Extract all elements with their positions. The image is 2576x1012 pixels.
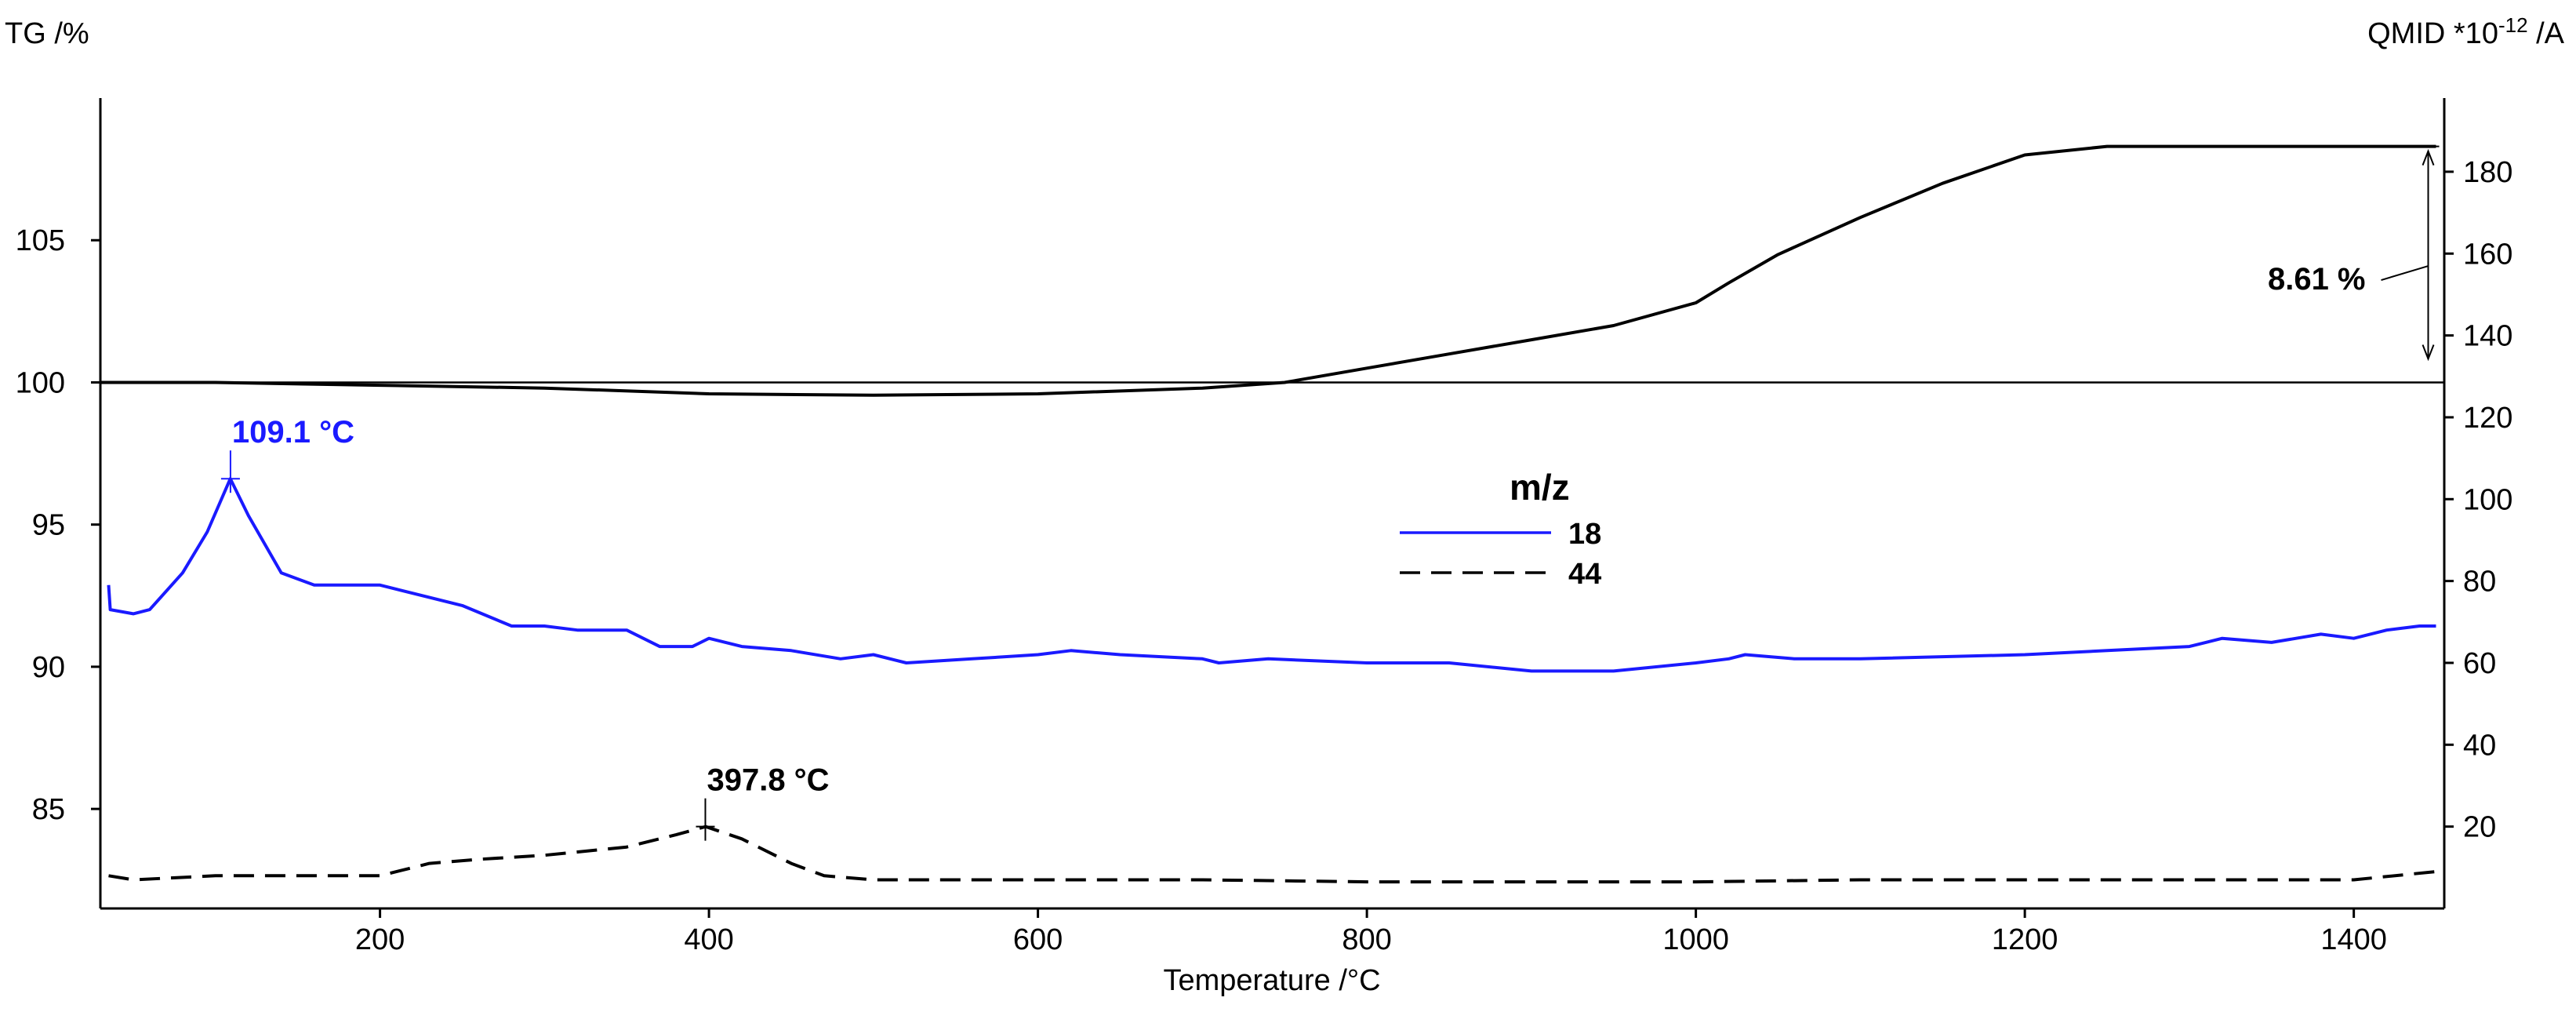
legend-label-18: 18 bbox=[1568, 518, 1601, 551]
mass-change-leader bbox=[2381, 265, 2429, 281]
right-tick-label-40: 40 bbox=[2463, 729, 2496, 762]
series-line-tg bbox=[100, 144, 2436, 397]
left-tick-label-85: 85 bbox=[32, 793, 65, 826]
left-tick-label-90: 90 bbox=[32, 651, 65, 684]
right-axis-title-main: QMID *10 bbox=[2367, 17, 2498, 50]
right-tick-label-100: 100 bbox=[2463, 483, 2512, 516]
right-tick-label-60: 60 bbox=[2463, 647, 2496, 680]
series-line-44 bbox=[108, 825, 2436, 884]
right-axis-title-exponent: -12 bbox=[2498, 13, 2528, 37]
right-axis-title: QMID *10-12 /A bbox=[2367, 13, 2565, 50]
right-axis-title-unit: /A bbox=[2528, 17, 2565, 50]
series-line-18 bbox=[107, 477, 2436, 673]
x-tick-label-600: 600 bbox=[1013, 923, 1063, 956]
mass-change-arrow-head-bottom bbox=[2422, 344, 2435, 362]
x-tick-label-1000: 1000 bbox=[1662, 923, 1729, 956]
legend-label-44: 44 bbox=[1568, 558, 1601, 591]
mass-change-label: 8.61 % bbox=[2268, 262, 2366, 297]
x-tick-label-1400: 1400 bbox=[2320, 923, 2387, 956]
left-axis-title: TG /% bbox=[5, 17, 89, 50]
right-tick-label-140: 140 bbox=[2463, 320, 2512, 353]
x-tick-label-400: 400 bbox=[684, 923, 733, 956]
right-tick-label-120: 120 bbox=[2463, 402, 2512, 435]
x-axis-title: Temperature /°C bbox=[1163, 964, 1380, 997]
legend: m/z 18 44 bbox=[1400, 467, 1601, 591]
right-tick-label-180: 180 bbox=[2463, 156, 2512, 189]
left-tick-label-95: 95 bbox=[32, 509, 65, 542]
peak-label-1: 397.8 °C bbox=[707, 763, 829, 798]
right-tick-label-20: 20 bbox=[2463, 811, 2496, 844]
x-tick-label-200: 200 bbox=[355, 923, 405, 956]
right-tick-label-160: 160 bbox=[2463, 238, 2512, 271]
right-tick-label-80: 80 bbox=[2463, 566, 2496, 599]
legend-title: m/z bbox=[1510, 467, 1570, 508]
peak-label-0: 109.1 °C bbox=[232, 415, 354, 450]
left-tick-label-105: 105 bbox=[16, 224, 65, 257]
x-tick-label-1200: 1200 bbox=[1992, 923, 2058, 956]
mass-change-arrow-head-top bbox=[2422, 148, 2435, 166]
left-tick-label-100: 100 bbox=[16, 366, 65, 399]
x-tick-label-800: 800 bbox=[1342, 923, 1391, 956]
